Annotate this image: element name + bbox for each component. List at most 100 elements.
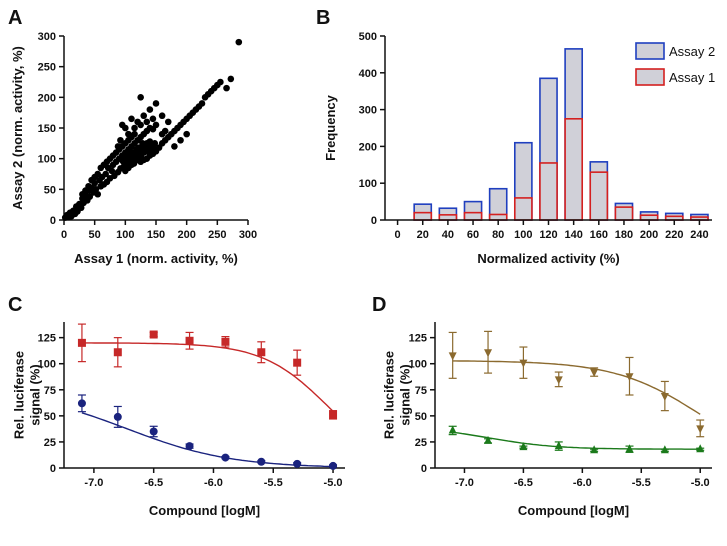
x-tick-label: 20 [417,229,429,241]
bar-assay-1 [589,171,609,221]
y-axis-title-line1: Rel. luciferase [381,351,396,439]
scatter-point [114,143,122,150]
data-point [221,337,230,346]
data-point [257,457,266,466]
x-tick-label: 60 [467,229,479,241]
fit-curve-brown [452,360,701,415]
x-tick-label: 200 [640,229,658,241]
x-axis-title: Normalized activity (%) [477,251,619,266]
data-point [329,410,338,419]
panel-label: D [372,294,386,316]
x-tick-label: 180 [615,229,633,241]
scatter-point [137,121,144,129]
scatter-point [227,75,235,83]
x-tick-label: 250 [208,229,226,241]
x-tick-label: 50 [89,229,101,241]
x-axis-title: Compound [logM] [149,503,260,518]
data-point [185,336,194,345]
panel-c-dose-response: 0 25 50 75 100 125 -7.0 -6.5 -6.0 -5.5 -5.0 Compoun… [11,322,345,518]
data-point [660,445,669,454]
scatter-point [198,100,206,107]
y-tick-label: 0 [371,215,377,227]
scatter-point [86,193,94,200]
panel-label: A [8,7,22,29]
scatter-point [158,112,166,120]
data-point [149,330,158,339]
x-tick-label: -7.0 [84,477,103,489]
fit-curve-green [452,431,701,450]
scatter-point [140,112,148,120]
bar-assay-1 [614,206,634,221]
scatter-point [146,138,154,145]
scatter-point [149,115,157,123]
data-point [590,369,599,378]
scatter-point [235,38,243,46]
panel-label: C [8,294,22,316]
panel-label: B [316,7,330,29]
x-tick-label: 100 [116,229,134,241]
data-point [696,444,705,453]
scatter-point [139,140,146,147]
scatter-point [152,100,160,107]
scatter-point [108,167,116,175]
y-axis-title: Frequency [323,94,338,161]
scatter-point [137,94,144,101]
data-point [293,459,302,468]
scatter-point [120,159,128,166]
y-tick-label: 0 [421,463,427,475]
bar-assay-1 [539,162,558,221]
data-point [590,445,599,454]
legend: Assay 2 Assay 1 [635,42,715,86]
scatter-point [146,106,154,113]
scatter-point [177,136,184,144]
x-tick-label: 150 [147,229,165,241]
x-tick-label: 200 [177,229,195,241]
y-axis-title-line1: Rel. luciferase [11,351,26,439]
y-tick-label: 75 [415,385,427,397]
scatter-point [137,154,145,161]
x-tick-label: 100 [514,229,532,241]
x-tick-label: -6.5 [514,477,533,489]
y-axis-title: Rel. luciferasesignal (%) [381,351,412,439]
scatter-point [130,160,138,167]
data-point [221,453,230,462]
data-point [519,359,528,368]
data-point [448,352,457,361]
scatter-point [106,155,114,162]
x-tick-label: 220 [665,229,683,241]
legend-label: Assay 2 [669,44,715,59]
scatter-point [171,143,178,150]
legend-swatch-assay-2 [635,42,665,60]
y-tick-label: 100 [38,154,56,166]
data-point [625,444,634,453]
y-tick-label: 25 [44,437,56,449]
data-point [329,461,338,470]
x-tick-label: -6.0 [204,477,223,489]
y-tick-label: 125 [38,333,56,345]
data-point [696,425,705,434]
x-tick-label: -5.5 [632,477,651,489]
data-point [293,358,302,367]
y-axis-title-line2: signal (%) [398,364,413,425]
bar-assay-1 [564,118,584,221]
data-point [185,442,194,451]
y-tick-label: 500 [359,31,377,43]
x-tick-label: -5.0 [324,477,343,489]
bar-assay-1 [488,213,508,221]
x-tick-label: 140 [564,229,582,241]
scatter-point [118,121,126,129]
x-tick-label: 80 [492,229,504,241]
data-point [554,441,563,450]
legend-swatch-assay-1 [635,68,665,86]
y-tick-label: 300 [38,31,56,43]
y-tick-label: 100 [359,178,377,190]
y-axis-title: Assay 2 (norm. activity, %) [10,46,25,210]
data-point [554,376,563,385]
scatter-point [131,130,138,138]
x-tick-label: -6.0 [573,477,592,489]
data-point [625,373,634,382]
x-tick-label: 0 [395,229,401,241]
scatter-point [152,121,160,129]
y-tick-label: 75 [44,385,56,397]
